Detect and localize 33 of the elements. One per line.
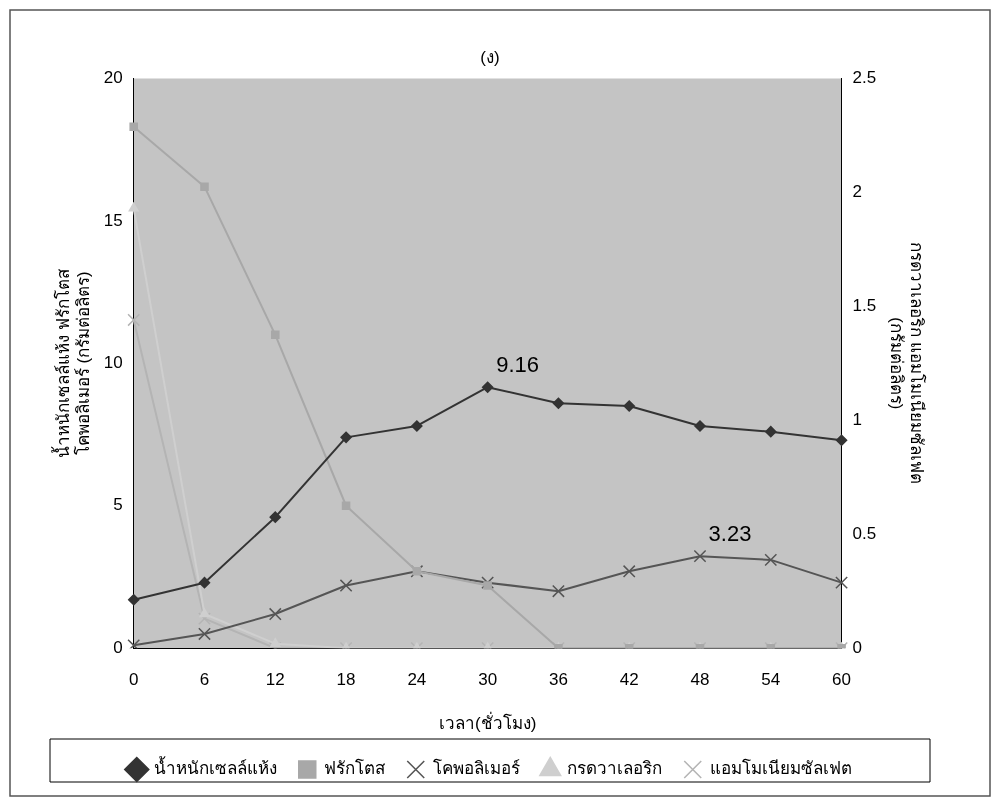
y2-tick-label: 0.5 — [852, 523, 877, 543]
x-tick-label: 6 — [199, 670, 210, 690]
y2-tick-label: 2.5 — [852, 68, 877, 88]
legend-label: ฟรักโตส — [324, 758, 387, 779]
x-tick-label: 36 — [548, 670, 568, 690]
legend-label: กรดวาเลอริก — [567, 759, 663, 779]
y-tick-label: 10 — [103, 352, 123, 372]
legend-label: แอมโมเนียมซัลเฟต — [709, 758, 852, 779]
y-tick-label: 5 — [113, 495, 123, 515]
y2-tick-label: 2 — [852, 182, 863, 202]
x-tick-label: 12 — [265, 670, 285, 690]
x-tick-label: 24 — [407, 670, 427, 690]
chart-title: (ง) — [480, 47, 500, 67]
y2-tick-label: 1.5 — [852, 296, 877, 316]
x-tick-label: 54 — [761, 670, 781, 690]
y2-tick-label: 0 — [852, 637, 863, 657]
y2-tick-label: 1 — [852, 409, 863, 429]
x-tick-label: 18 — [336, 670, 356, 690]
legend-label: น้ำหนักเซลล์แห้ง — [153, 756, 277, 779]
x-tick-label: 60 — [832, 670, 852, 690]
x-tick-label: 30 — [478, 670, 498, 690]
y2-axis-title: กรดวาเลอริก แอมโมเนียมซัลเฟต (กรัมต่อลิตร) — [886, 242, 928, 485]
x-axis-title: เวลา(ชั่วโมง) — [438, 711, 537, 734]
x-tick-label: 48 — [690, 670, 710, 690]
annotation: 9.16 — [496, 352, 540, 378]
legend-label: โคพอลิเมอร์ — [432, 758, 520, 779]
x-tick-label: 42 — [619, 670, 639, 690]
annotation: 3.23 — [708, 521, 752, 547]
y-tick-label: 15 — [103, 210, 123, 230]
x-tick-label: 0 — [128, 670, 139, 690]
y-tick-label: 0 — [113, 637, 123, 657]
y-axis-title: น้ำหนักเซลล์แห้ง ฟรักโตส โคพอลิเมอร์ (กรัมต่อลิตร) — [50, 267, 94, 458]
y-tick-label: 20 — [103, 68, 123, 88]
